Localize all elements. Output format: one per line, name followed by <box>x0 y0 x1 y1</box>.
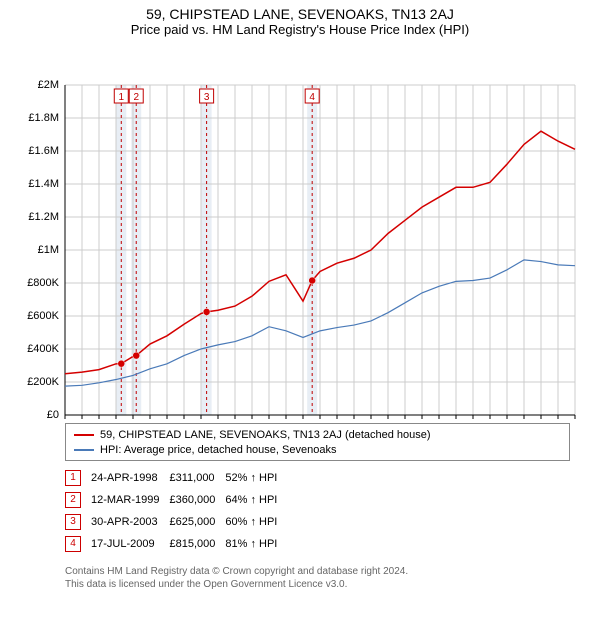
svg-text:£0: £0 <box>47 409 59 419</box>
table-row: 4 17-JUL-2009£815,00081% ↑ HPI <box>65 533 287 555</box>
sale-pct: 60% ↑ HPI <box>225 511 287 533</box>
table-row: 1 24-APR-1998£311,00052% ↑ HPI <box>65 467 287 489</box>
legend-row-hpi: HPI: Average price, detached house, Seve… <box>74 442 561 457</box>
sales-table: 1 24-APR-1998£311,00052% ↑ HPI 2 12-MAR-199… <box>65 467 287 555</box>
svg-text:1: 1 <box>118 92 124 103</box>
sale-date: 12-MAR-1999 <box>91 489 169 511</box>
sale-marker-icon: 2 <box>65 492 81 508</box>
svg-text:4: 4 <box>309 92 315 103</box>
legend-swatch-hpi <box>74 449 94 451</box>
footer-line2: This data is licensed under the Open Gov… <box>65 578 570 591</box>
svg-text:£1.8M: £1.8M <box>28 112 59 124</box>
sale-pct: 64% ↑ HPI <box>225 489 287 511</box>
svg-text:£2M: £2M <box>38 79 59 91</box>
svg-text:£800K: £800K <box>27 277 59 289</box>
sale-marker-icon: 3 <box>65 514 81 530</box>
svg-text:£1.6M: £1.6M <box>28 145 59 157</box>
legend: 59, CHIPSTEAD LANE, SEVENOAKS, TN13 2AJ … <box>65 423 570 461</box>
svg-text:2: 2 <box>133 92 139 103</box>
svg-text:3: 3 <box>204 92 210 103</box>
svg-text:£200K: £200K <box>27 376 59 388</box>
sale-date: 24-APR-1998 <box>91 467 169 489</box>
page-title-line1: 59, CHIPSTEAD LANE, SEVENOAKS, TN13 2AJ <box>0 0 600 22</box>
sale-pct: 52% ↑ HPI <box>225 467 287 489</box>
svg-text:£1.2M: £1.2M <box>28 211 59 223</box>
sale-marker-icon: 1 <box>65 470 81 486</box>
footer: Contains HM Land Registry data © Crown c… <box>65 565 570 591</box>
svg-text:£1M: £1M <box>38 244 59 256</box>
legend-label-price: 59, CHIPSTEAD LANE, SEVENOAKS, TN13 2AJ … <box>100 429 431 441</box>
sale-pct: 81% ↑ HPI <box>225 533 287 555</box>
price-chart: £0 £200K £400K £600K £800K £1M £1.2M £1.4M £1.6M… <box>0 37 600 419</box>
page-title-line2: Price paid vs. HM Land Registry's House … <box>0 22 600 37</box>
sale-date: 17-JUL-2009 <box>91 533 169 555</box>
legend-label-hpi: HPI: Average price, detached house, Seve… <box>100 444 336 456</box>
legend-swatch-price <box>74 434 94 436</box>
sale-marker-icon: 4 <box>65 536 81 552</box>
sale-date: 30-APR-2003 <box>91 511 169 533</box>
svg-text:£1.4M: £1.4M <box>28 178 59 190</box>
sale-price: £360,000 <box>169 489 225 511</box>
sale-price: £625,000 <box>169 511 225 533</box>
sale-price: £311,000 <box>169 467 225 489</box>
table-row: 3 30-APR-2003£625,00060% ↑ HPI <box>65 511 287 533</box>
sale-price: £815,000 <box>169 533 225 555</box>
table-row: 2 12-MAR-1999£360,00064% ↑ HPI <box>65 489 287 511</box>
footer-line1: Contains HM Land Registry data © Crown c… <box>65 565 570 578</box>
svg-text:£600K: £600K <box>27 310 59 322</box>
svg-text:£400K: £400K <box>27 343 59 355</box>
legend-row-price: 59, CHIPSTEAD LANE, SEVENOAKS, TN13 2AJ … <box>74 427 561 442</box>
